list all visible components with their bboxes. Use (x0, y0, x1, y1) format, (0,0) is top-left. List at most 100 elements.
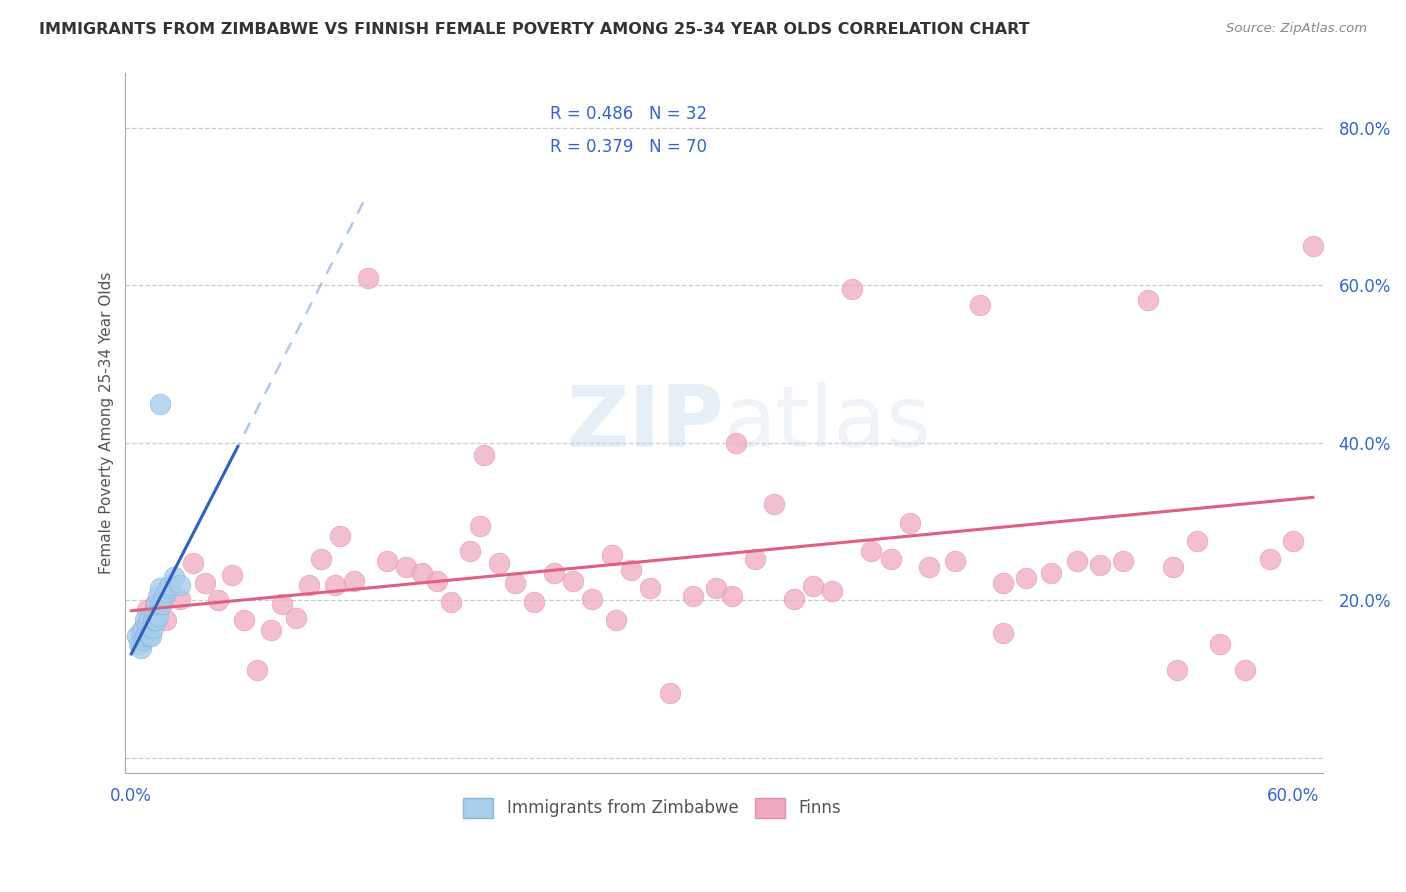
Point (879, 552, 901, 566)
Point (145, 597, 167, 611)
Point (1185, 534, 1208, 549)
Point (801, 579, 824, 593)
Point (149, 396, 172, 410)
Point (149, 582, 172, 596)
Point (135, 616, 157, 631)
Point (134, 629, 156, 643)
Point (139, 629, 162, 643)
Point (309, 552, 332, 566)
Point (127, 629, 149, 643)
Point (991, 626, 1014, 640)
Point (918, 560, 941, 574)
Point (221, 568, 243, 582)
Point (1040, 566, 1063, 580)
Point (194, 576, 217, 591)
Point (132, 632, 155, 647)
Point (682, 590, 704, 604)
Point (561, 574, 583, 588)
Point (138, 629, 160, 643)
Point (600, 548, 623, 562)
Point (943, 554, 966, 568)
Point (1015, 571, 1038, 585)
Point (143, 613, 166, 627)
Point (356, 270, 378, 285)
Point (1112, 554, 1135, 568)
Point (155, 585, 177, 599)
Point (411, 566, 433, 580)
Point (181, 556, 204, 570)
Point (658, 686, 681, 700)
Point (153, 590, 176, 604)
Point (704, 582, 727, 596)
Text: IMMIGRANTS FROM ZIMBABWE VS FINNISH FEMALE POVERTY AMONG 25-34 YEAR OLDS CORRELA: IMMIGRANTS FROM ZIMBABWE VS FINNISH FEMA… (39, 22, 1031, 37)
Legend: Immigrants from Zimbabwe, Finns: Immigrants from Zimbabwe, Finns (457, 791, 848, 824)
Point (260, 623, 283, 637)
Point (143, 597, 166, 611)
Point (129, 640, 152, 655)
Point (1234, 663, 1257, 677)
Point (426, 574, 449, 588)
Point (375, 554, 398, 568)
Point (523, 595, 546, 609)
Point (135, 624, 157, 639)
Point (129, 624, 152, 639)
Point (232, 613, 254, 627)
Point (143, 605, 166, 619)
Point (163, 569, 186, 583)
Y-axis label: Female Poverty Among 25-34 Year Olds: Female Poverty Among 25-34 Year Olds (100, 272, 114, 574)
Text: Source: ZipAtlas.com: Source: ZipAtlas.com (1226, 22, 1367, 36)
Point (969, 298, 991, 312)
Point (142, 613, 165, 627)
Point (1258, 552, 1281, 566)
Point (128, 636, 150, 650)
Point (821, 583, 844, 598)
Point (207, 593, 229, 607)
Point (284, 610, 307, 624)
Point (783, 591, 806, 606)
Point (841, 282, 863, 296)
Point (1066, 554, 1088, 568)
Point (246, 663, 269, 677)
Point (620, 563, 643, 577)
Point (720, 590, 742, 604)
Point (169, 591, 191, 606)
Text: ZIP: ZIP (567, 382, 724, 465)
Point (458, 544, 481, 558)
Point (148, 609, 170, 624)
Point (145, 613, 167, 627)
Point (298, 577, 321, 591)
Point (1137, 293, 1160, 307)
Point (135, 603, 157, 617)
Point (724, 436, 747, 450)
Point (1163, 560, 1185, 574)
Point (488, 556, 510, 570)
Point (139, 621, 162, 635)
Text: R = 0.379   N = 70: R = 0.379 N = 70 (550, 137, 707, 155)
Point (169, 577, 191, 591)
Point (468, 518, 491, 533)
Point (763, 497, 786, 511)
Point (1166, 663, 1188, 677)
Point (640, 582, 662, 596)
Point (860, 544, 883, 558)
Point (150, 597, 173, 611)
Point (323, 577, 346, 591)
Text: R = 0.486   N = 32: R = 0.486 N = 32 (550, 104, 707, 122)
Point (898, 516, 921, 531)
Point (605, 613, 627, 627)
Point (271, 597, 294, 611)
Point (543, 566, 565, 580)
Point (132, 621, 155, 635)
Point (503, 576, 526, 591)
Point (1282, 534, 1305, 549)
Text: atlas: atlas (724, 382, 932, 465)
Point (581, 591, 603, 606)
Point (134, 613, 156, 627)
Point (157, 582, 180, 596)
Point (991, 576, 1014, 591)
Point (149, 597, 172, 611)
Point (155, 613, 177, 627)
Point (148, 590, 170, 604)
Point (1209, 636, 1232, 650)
Point (395, 560, 418, 574)
